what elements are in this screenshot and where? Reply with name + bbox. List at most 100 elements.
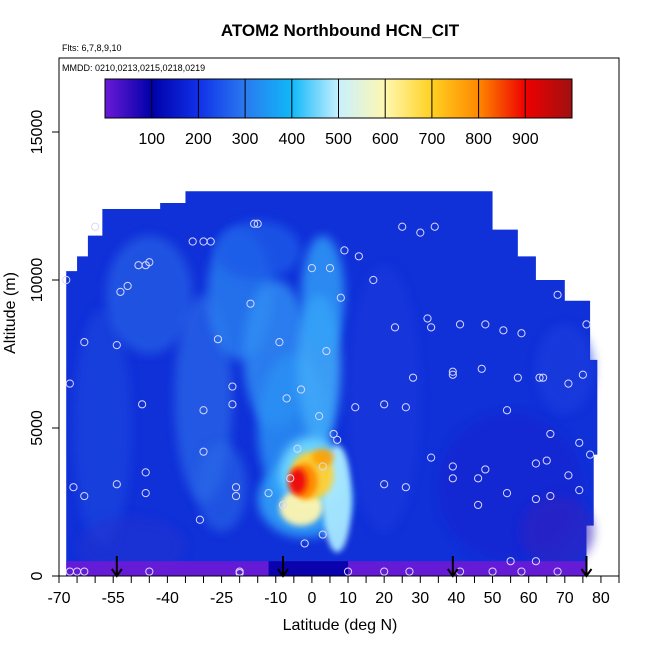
field-blob: [196, 442, 247, 532]
sample-point: [488, 567, 497, 576]
sample-point: [553, 290, 562, 299]
colorbar-tick-label: 500: [325, 131, 352, 148]
field-blob: [348, 265, 421, 532]
sample-point: [213, 335, 223, 344]
x-tick-label: 70: [556, 590, 574, 607]
x-tick-label: 40: [448, 590, 466, 607]
colorbar-tick-label: 700: [419, 131, 446, 148]
sample-point: [340, 246, 349, 255]
sample-point: [473, 500, 483, 510]
sample-point: [430, 222, 439, 231]
x-tick-label: 20: [375, 590, 393, 607]
sample-point: [188, 237, 197, 246]
x-tick-label: 0: [307, 590, 316, 607]
sample-point: [199, 406, 208, 415]
sample-point: [481, 465, 490, 474]
x-tick-label: 80: [592, 590, 610, 607]
sample-point: [506, 557, 515, 566]
sample-point: [282, 394, 291, 403]
sample-point: [380, 567, 389, 576]
colorbar-tick-label: 200: [185, 131, 212, 148]
sample-point: [69, 483, 78, 492]
sample-point: [307, 264, 317, 273]
sample-point: [578, 370, 587, 379]
sample-point: [80, 338, 89, 347]
sample-point: [473, 474, 483, 483]
sample-point: [398, 222, 407, 231]
sample-point: [513, 373, 522, 382]
sample-point: [448, 462, 457, 471]
sample-point: [199, 447, 208, 456]
sample-point: [535, 373, 544, 382]
chart-title: ATOM2 Northbound HCN_CIT: [221, 21, 460, 40]
sample-point: [318, 462, 327, 471]
heatmap-field: [66, 191, 598, 576]
sample-point: [477, 364, 486, 373]
sample-point: [80, 567, 89, 576]
sample-point: [481, 320, 490, 329]
sample-point: [390, 323, 400, 332]
sample-point: [296, 385, 306, 394]
x-tick-label: 50: [484, 590, 502, 607]
sample-point: [401, 403, 410, 412]
x-tick-label: -25: [210, 590, 233, 607]
sample-point: [145, 567, 154, 576]
sample-point: [112, 480, 121, 489]
field-blob: [288, 467, 307, 495]
sample-point: [502, 489, 512, 498]
sample-point: [380, 480, 389, 489]
sample-point: [575, 486, 584, 495]
sample-point: [246, 299, 255, 308]
field-low-band-dark: [268, 561, 349, 576]
sample-point: [448, 474, 457, 483]
sample-point: [423, 314, 432, 323]
sample-point: [517, 567, 526, 576]
sample-point: [369, 275, 378, 285]
sample-point: [539, 373, 548, 382]
sample-point: [351, 403, 360, 412]
sample-point: [427, 323, 436, 332]
sample-point: [62, 275, 71, 285]
y-axis-label: Altitude (m): [2, 272, 19, 354]
sample-point: [231, 491, 241, 501]
sample-point: [315, 412, 324, 421]
sample-point: [564, 379, 573, 388]
sample-point: [206, 237, 215, 246]
sample-point: [380, 400, 389, 409]
sample-point: [228, 400, 237, 409]
colorbar: 100 200 300 400 500 600 700 800 900: [104, 78, 573, 148]
sample-point: [286, 474, 295, 483]
sample-point: [354, 252, 363, 261]
x-tick-label: 10: [339, 590, 357, 607]
sample-point: [448, 370, 457, 379]
sample-point: [141, 468, 150, 477]
sample-markers: [62, 219, 595, 578]
field-blob: [301, 235, 345, 354]
sample-point: [416, 228, 425, 237]
x-tick-label: -70: [47, 590, 70, 607]
sample-point: [137, 400, 147, 409]
sample-point: [275, 338, 284, 347]
sample-point: [228, 382, 237, 391]
sample-point: [195, 515, 205, 524]
sample-point: [517, 329, 526, 338]
y-tick-label: 10000: [29, 258, 46, 303]
sample-point: [329, 429, 338, 439]
field-blob: [535, 324, 594, 414]
sample-point: [145, 258, 154, 267]
sample-point: [278, 500, 288, 510]
sample-point: [293, 444, 302, 453]
x-tick-label: -55: [102, 590, 125, 607]
sample-point: [542, 456, 551, 465]
x-tick-label: -40: [156, 590, 179, 607]
sample-point: [427, 453, 436, 462]
field-blob: [105, 235, 193, 354]
field-blob: [311, 448, 334, 467]
sample-point: [318, 530, 327, 539]
colorbar-tick-label: 400: [278, 131, 305, 148]
field-blob: [77, 516, 186, 576]
sample-point: [455, 320, 465, 329]
sample-point: [343, 567, 353, 576]
x-tick-label: -10: [264, 590, 287, 607]
colorbar-tick-label: 300: [232, 131, 259, 148]
